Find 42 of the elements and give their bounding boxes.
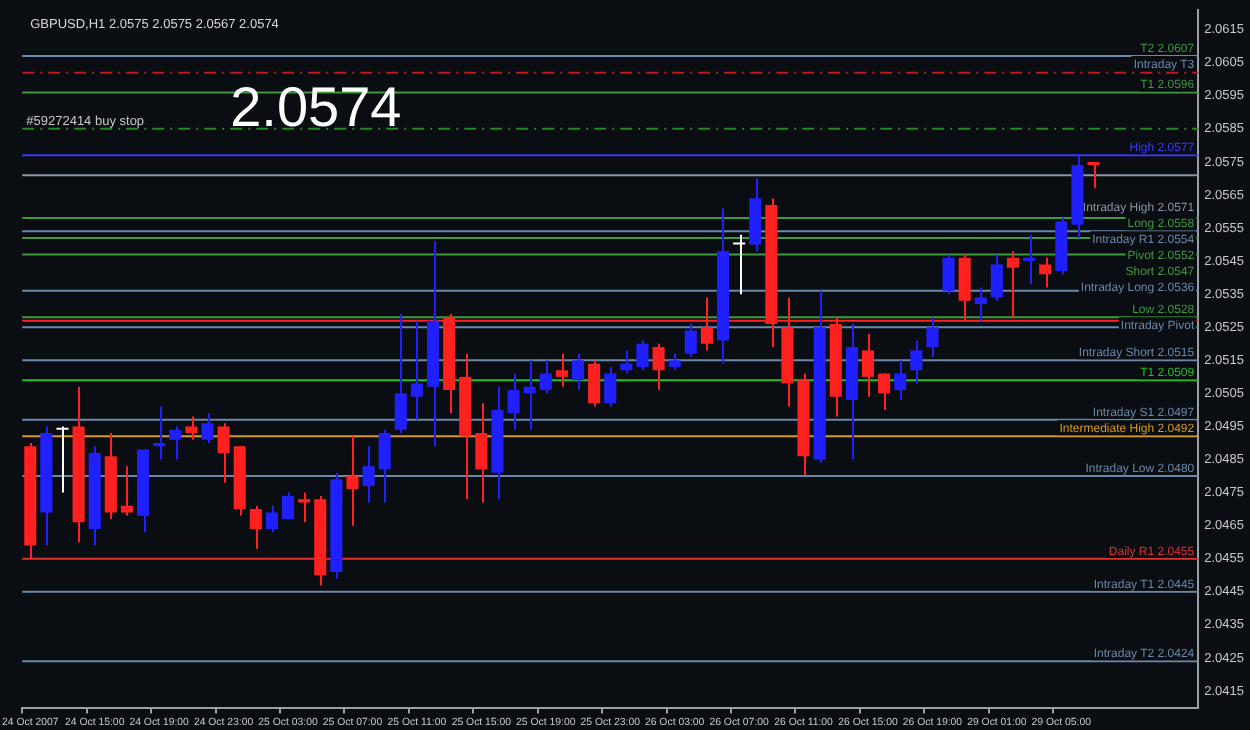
candlestick bbox=[523, 359, 536, 431]
candlestick bbox=[571, 352, 585, 392]
candlestick bbox=[636, 339, 649, 372]
candlestick bbox=[878, 372, 891, 411]
candlestick bbox=[475, 402, 488, 504]
candlestick bbox=[684, 322, 697, 359]
candlestick bbox=[249, 504, 262, 550]
candlestick bbox=[942, 253, 955, 296]
candlestick bbox=[217, 422, 230, 484]
candlestick bbox=[539, 359, 552, 395]
candlestick bbox=[201, 412, 214, 444]
candlestick bbox=[153, 405, 166, 461]
candlestick bbox=[604, 365, 617, 408]
candlestick bbox=[894, 359, 907, 401]
candlestick bbox=[926, 316, 939, 359]
candlestick bbox=[120, 465, 133, 517]
annotation: 2.0574 bbox=[230, 75, 402, 138]
candlestick bbox=[185, 415, 198, 441]
candlestick bbox=[749, 177, 762, 253]
candlestick bbox=[733, 233, 746, 296]
candlestick bbox=[265, 504, 278, 534]
candlestick bbox=[1087, 160, 1100, 190]
candlestick bbox=[281, 491, 295, 521]
candlestick bbox=[378, 428, 391, 504]
candlestick bbox=[394, 313, 407, 435]
candlestick bbox=[620, 349, 633, 375]
candlestick bbox=[362, 445, 375, 504]
candlestick bbox=[990, 253, 1003, 302]
candlestick bbox=[555, 352, 568, 388]
candlestick bbox=[974, 286, 987, 322]
candlestick bbox=[1023, 233, 1036, 286]
candlestick bbox=[1039, 256, 1052, 289]
candlestick bbox=[56, 425, 69, 494]
candlestick bbox=[507, 372, 520, 431]
candlestick bbox=[588, 359, 601, 408]
candlestick bbox=[410, 319, 423, 421]
candlestick bbox=[298, 491, 311, 524]
candlestick bbox=[861, 332, 875, 398]
candlestick bbox=[652, 342, 665, 392]
candlestick bbox=[169, 425, 182, 461]
candlestick bbox=[346, 435, 359, 527]
candlestick bbox=[910, 339, 923, 385]
